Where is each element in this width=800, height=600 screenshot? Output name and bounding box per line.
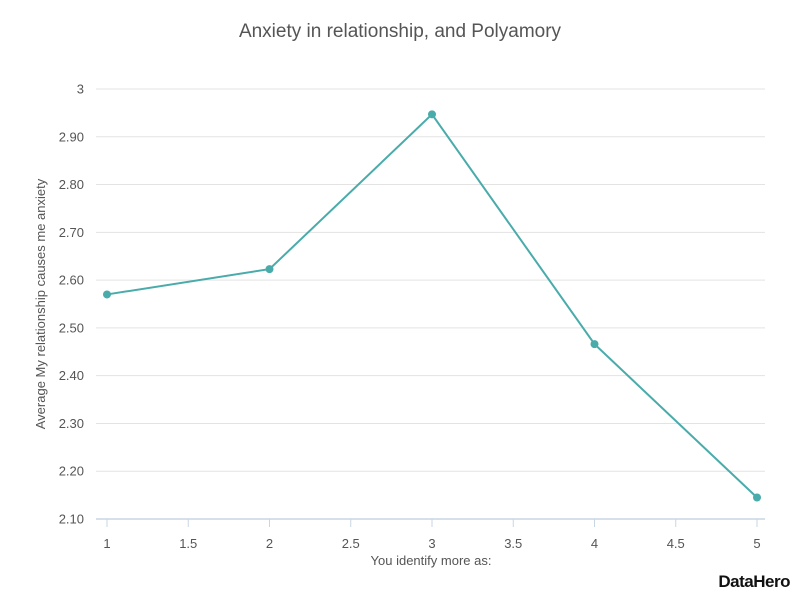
chart-title: Anxiety in relationship, and Polyamory [239, 21, 562, 42]
x-tick-label: 3.5 [504, 536, 522, 551]
y-axis-ticks: 2.10 2.20 2.30 2.40 2.50 2.60 2.70 2.80 2.90 3 [59, 82, 84, 527]
data-point[interactable] [753, 493, 761, 502]
x-tick-label: 2.5 [342, 536, 360, 551]
x-tick-label: 1.5 [179, 536, 197, 551]
y-tick-label: 2.20 [59, 464, 84, 479]
y-tick-label: 2.30 [59, 416, 84, 431]
y-tick-label: 2.90 [59, 129, 84, 144]
series-line [106, 112, 758, 499]
y-tick-label: 2.40 [59, 368, 84, 383]
x-axis-label: You identify more as: [371, 553, 492, 568]
data-point[interactable] [103, 290, 111, 299]
series-group [103, 110, 761, 502]
x-tick-label: 1 [103, 536, 110, 551]
x-tick-label: 4.5 [667, 536, 685, 551]
x-tick-label: 4 [591, 536, 598, 551]
data-point[interactable] [428, 110, 436, 119]
x-tick-label: 3 [428, 536, 435, 551]
y-tick-label: 3 [77, 82, 84, 97]
x-axis: 1 1.5 2 2.5 3 3.5 4 4.5 5 [96, 518, 765, 551]
data-point[interactable] [590, 340, 599, 349]
data-point[interactable] [265, 265, 274, 274]
x-tick-label: 5 [753, 536, 760, 551]
gridlines [96, 88, 765, 472]
y-tick-label: 2.10 [59, 512, 84, 527]
y-tick-label: 2.60 [59, 273, 84, 288]
y-axis-label: Average My relationship causes me anxiet… [33, 178, 48, 429]
x-tick-label: 2 [266, 536, 273, 551]
datahero-logo: DataHero [718, 572, 790, 591]
y-tick-label: 2.70 [59, 225, 84, 240]
y-tick-label: 2.80 [59, 177, 84, 192]
y-tick-label: 2.50 [59, 320, 84, 335]
